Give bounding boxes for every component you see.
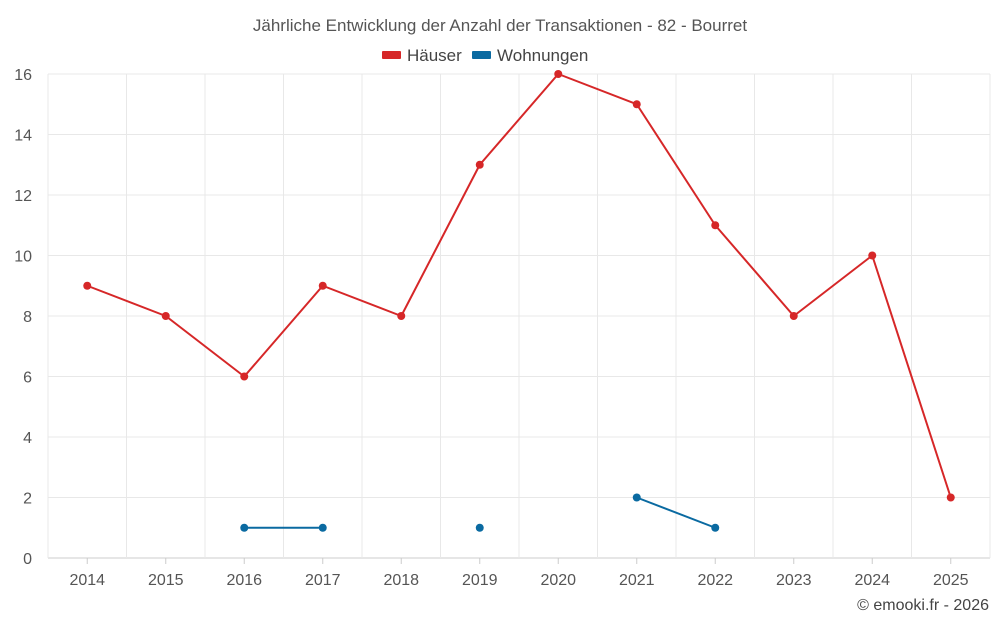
x-tick-label: 2021	[619, 572, 655, 589]
legend-item: Wohnungen	[472, 46, 588, 65]
data-point	[789, 312, 798, 320]
data-point	[475, 523, 484, 532]
x-tick-label: 2022	[697, 572, 733, 589]
x-tick-label: 2014	[69, 572, 105, 589]
legend-swatch	[382, 51, 401, 59]
y-tick-label: 8	[23, 309, 32, 326]
axes: 0 2 4 6 8 10 12 14 16 2014 2015 2016 2017 2018 2019 202…	[14, 67, 968, 589]
y-tick-label: 4	[23, 430, 32, 447]
data-point	[83, 281, 92, 290]
y-tick-label: 14	[14, 128, 32, 145]
series-line	[636, 496, 716, 529]
chart-title: Jährliche Entwicklung der Anzahl der Tra…	[253, 16, 747, 35]
y-tick-label: 0	[23, 551, 32, 568]
data-point	[318, 281, 327, 290]
legend-label: Häuser	[407, 46, 462, 65]
data-point	[397, 312, 406, 320]
legend-swatch	[472, 51, 491, 59]
data-point	[161, 312, 170, 320]
data-point	[475, 160, 484, 169]
data-point	[632, 100, 641, 109]
legend-item: Häuser	[382, 46, 462, 65]
data-point	[632, 493, 641, 502]
series-1	[83, 70, 955, 502]
x-tick-label: 2015	[148, 572, 184, 589]
y-tick-label: 12	[14, 188, 32, 205]
data-point	[240, 523, 249, 532]
x-tick-label: 2018	[383, 572, 419, 589]
y-tick-label: 16	[14, 67, 32, 84]
x-tick-label: 2016	[226, 572, 262, 589]
credit-text: © emooki.fr - 2026	[857, 597, 989, 614]
legend-label: Wohnungen	[497, 46, 588, 65]
data-point	[711, 523, 720, 532]
series-2	[240, 493, 720, 532]
data-point	[946, 493, 955, 502]
series-line	[86, 73, 952, 498]
y-tick-label: 6	[23, 370, 32, 387]
data-point	[240, 372, 249, 381]
data-point	[554, 70, 563, 78]
data-point	[868, 251, 877, 260]
grid	[47, 73, 991, 559]
x-tick-label: 2019	[462, 572, 498, 589]
y-tick-label: 10	[14, 249, 32, 266]
x-tick-label: 2023	[776, 572, 812, 589]
x-tick-label: 2017	[305, 572, 341, 589]
y-tick-label: 2	[23, 491, 32, 508]
x-tick-label: 2020	[540, 572, 576, 589]
data-point	[711, 221, 720, 230]
x-tick-label: 2024	[854, 572, 890, 589]
x-tick-label: 2025	[933, 572, 969, 589]
series-layer	[83, 70, 955, 532]
legend: Häuser Wohnungen	[382, 46, 588, 65]
data-point	[318, 523, 327, 532]
